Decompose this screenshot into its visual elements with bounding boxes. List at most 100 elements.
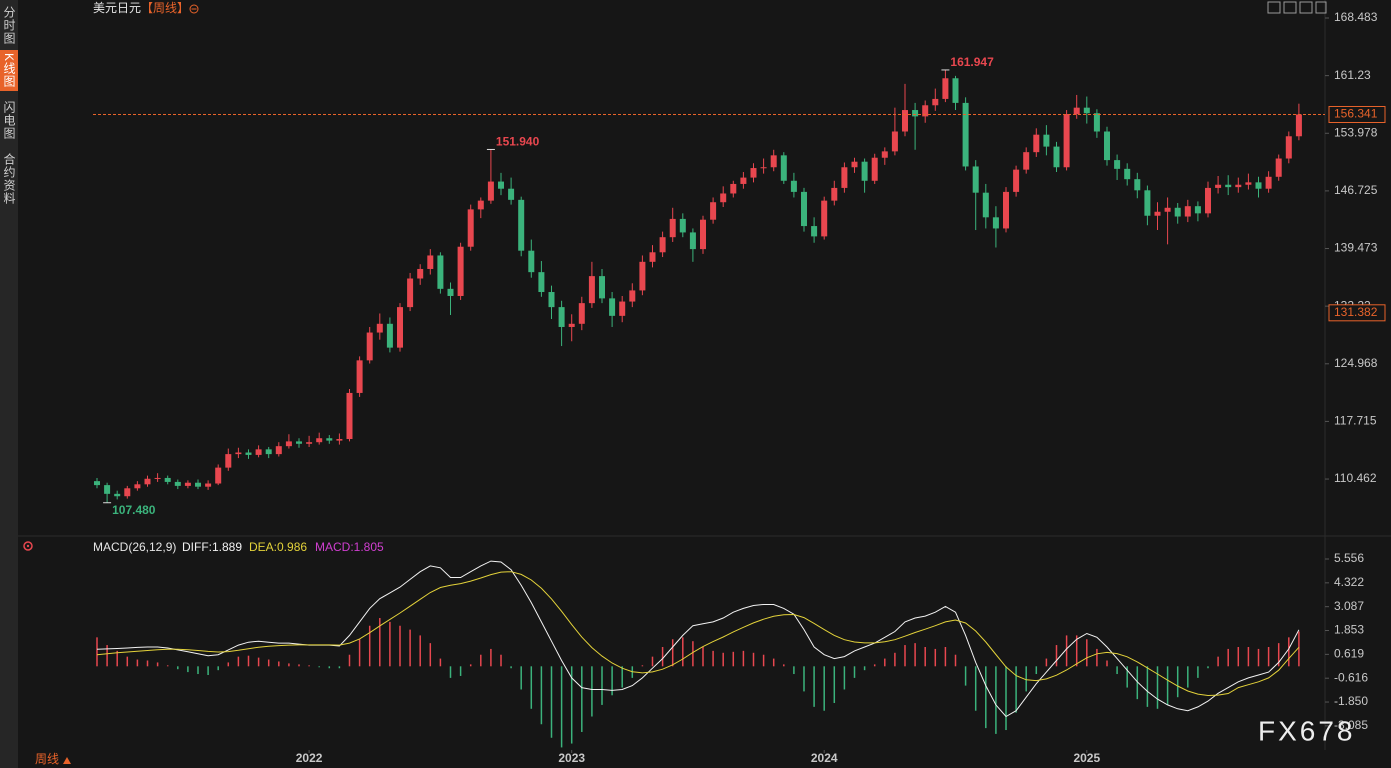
- watermark: FX678: [1258, 715, 1356, 746]
- candle-body: [1265, 176, 1272, 189]
- candle-body: [891, 131, 898, 152]
- y-tick-label: 3.087: [1334, 599, 1364, 613]
- candle-body: [902, 110, 908, 132]
- candle-body: [689, 232, 696, 250]
- candle-body: [1124, 168, 1131, 180]
- y-tick-label: 139.473: [1334, 241, 1378, 255]
- candle-body: [922, 105, 929, 117]
- sidebar-tab[interactable]: 分时图: [2, 6, 16, 45]
- y-tick-label: 1.853: [1334, 623, 1364, 637]
- tool-button[interactable]: [1267, 1, 1281, 14]
- y-tick-label: -1.850: [1334, 694, 1368, 708]
- macd-title: MACD(26,12,9): [93, 540, 176, 554]
- candle-body: [1003, 191, 1009, 229]
- candle-body: [245, 452, 252, 455]
- candle-body: [659, 237, 666, 253]
- candle-body: [124, 488, 131, 497]
- sidebar-tab[interactable]: K线图: [0, 50, 18, 92]
- extreme-label: 151.940: [496, 135, 540, 149]
- y-tick-label: 117.715: [1334, 414, 1377, 428]
- collapse-icon[interactable]: [189, 4, 199, 14]
- candle-body: [184, 482, 191, 486]
- candle-body: [811, 226, 818, 237]
- candle-body: [790, 180, 797, 192]
- legend-entry: MACD:1.805: [315, 540, 384, 554]
- candle-body: [1144, 190, 1151, 216]
- candle-body: [296, 441, 302, 444]
- candle-body: [1225, 184, 1232, 188]
- candle-body: [982, 192, 989, 218]
- candle-body: [871, 157, 878, 181]
- tool-button[interactable]: [1315, 1, 1327, 14]
- candle-body: [1255, 182, 1262, 189]
- x-tick-label: 2023: [558, 751, 585, 765]
- candle-body: [740, 177, 747, 184]
- candle-body: [1215, 184, 1222, 188]
- sidebar-tab[interactable]: 闪电图: [2, 101, 16, 140]
- candle-body: [225, 454, 232, 468]
- candle-body: [1053, 146, 1060, 168]
- candle-body: [1063, 114, 1070, 168]
- indicator-icon[interactable]: [23, 541, 33, 551]
- sidebar: 分时图 K线图闪电图合约资料: [0, 0, 18, 768]
- candle-body: [730, 183, 737, 194]
- candle-body: [1134, 179, 1141, 191]
- candle-body: [548, 292, 555, 308]
- macd-line: [96, 560, 1300, 718]
- extreme-label: 107.480: [112, 503, 156, 517]
- candle-body: [881, 151, 888, 158]
- candle-body: [285, 441, 292, 447]
- candle-body: [639, 261, 646, 291]
- candle-body: [952, 78, 959, 103]
- candle-body: [528, 250, 535, 273]
- candle-body: [1174, 207, 1181, 217]
- candle-body: [498, 181, 504, 189]
- legend-entry: DIFF:1.889: [182, 540, 242, 554]
- candle-body: [679, 218, 686, 233]
- candle-body: [1245, 182, 1252, 185]
- candle-body: [619, 301, 626, 316]
- candle-body: [326, 438, 333, 441]
- candle-body: [1164, 207, 1171, 212]
- candle-body: [720, 193, 727, 203]
- tool-button[interactable]: [1299, 1, 1313, 14]
- candle-body: [912, 110, 919, 117]
- y-tick-label: 4.322: [1334, 575, 1364, 589]
- x-tick-label: 2025: [1073, 751, 1100, 765]
- candle-body: [942, 78, 949, 99]
- candle-body: [770, 155, 777, 168]
- candle-body: [972, 166, 979, 193]
- candle-body: [780, 155, 787, 181]
- candle-body: [962, 102, 969, 167]
- candle-body: [599, 276, 605, 299]
- y-tick-label: 153.978: [1334, 125, 1378, 139]
- y-tick-label: 0.619: [1334, 647, 1364, 661]
- candle-body: [306, 442, 313, 444]
- candle-body: [134, 484, 141, 489]
- candle-body: [861, 161, 868, 181]
- footer-arrow[interactable]: [63, 757, 71, 764]
- candle-body: [841, 167, 848, 188]
- toolbar: [1267, 1, 1327, 14]
- candle-body: [710, 202, 717, 220]
- candle-body: [568, 323, 575, 327]
- tool-button[interactable]: [1283, 1, 1297, 14]
- candle-body: [1043, 134, 1050, 147]
- candle-body: [164, 477, 171, 482]
- candle-body: [831, 187, 838, 201]
- footer-period[interactable]: 周线: [35, 752, 59, 766]
- candle-body: [558, 307, 565, 327]
- candle-body: [1235, 184, 1242, 188]
- candle-body: [1205, 187, 1211, 214]
- candle-body: [649, 252, 656, 262]
- candle-body: [1194, 206, 1201, 214]
- chart-title: 美元日元: [93, 1, 141, 15]
- candle-body: [1083, 107, 1090, 114]
- candle-body: [508, 188, 515, 200]
- sidebar-tab[interactable]: 合约资料: [2, 153, 16, 205]
- candle-body: [356, 360, 363, 393]
- y-tick-label: -3.085: [1334, 718, 1368, 732]
- y-tick-label: 161.23: [1334, 68, 1371, 82]
- candle-body: [316, 438, 323, 443]
- candle-body: [932, 98, 939, 106]
